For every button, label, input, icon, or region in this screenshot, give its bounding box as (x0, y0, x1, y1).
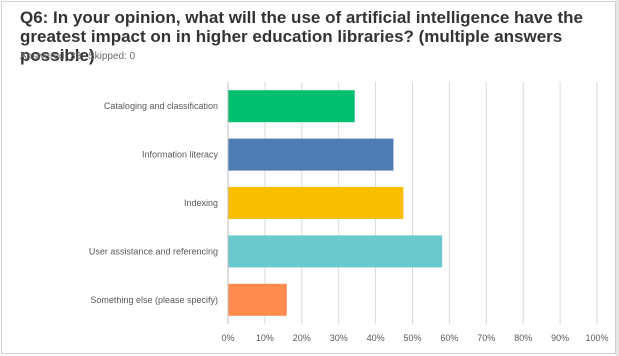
x-tick-label: 90% (551, 333, 569, 343)
question-title: Q6: In your opinion, what will the use o… (20, 8, 583, 65)
x-tick-label: 60% (440, 333, 458, 343)
x-tick-label: 10% (256, 333, 274, 343)
x-tick-label: 30% (330, 333, 348, 343)
bar (228, 235, 443, 268)
bar (228, 138, 394, 171)
skipped-count: Skipped: 0 (87, 51, 136, 62)
x-tick-label: 20% (293, 333, 311, 343)
bar (228, 283, 287, 316)
x-tick-label: 50% (403, 333, 421, 343)
category-label: User assistance and referencing (89, 246, 218, 256)
x-tick-label: 100% (585, 333, 608, 343)
category-labels: Cataloging and classification Information… (89, 101, 219, 305)
category-label: Information literacy (142, 150, 219, 160)
bars (228, 90, 443, 316)
x-tick-label: 80% (514, 333, 532, 343)
category-label: Something else (please specify) (90, 295, 218, 305)
window-edge (616, 0, 619, 356)
answered-count: Answered: 38 (20, 51, 82, 62)
x-tick-label: 0% (221, 333, 234, 343)
category-label: Indexing (184, 198, 218, 208)
x-tick-label: 40% (367, 333, 385, 343)
bar (228, 187, 404, 219)
x-axis-ticks: 0% 10% 20% 30% 40% 50% 60% 70% 80% 90% 100% (221, 333, 608, 343)
category-label: Cataloging and classification (104, 101, 218, 111)
x-tick-label: 70% (477, 333, 495, 343)
bar (228, 90, 355, 123)
response-stats: Answered: 38 Skipped: 0 (20, 51, 139, 62)
